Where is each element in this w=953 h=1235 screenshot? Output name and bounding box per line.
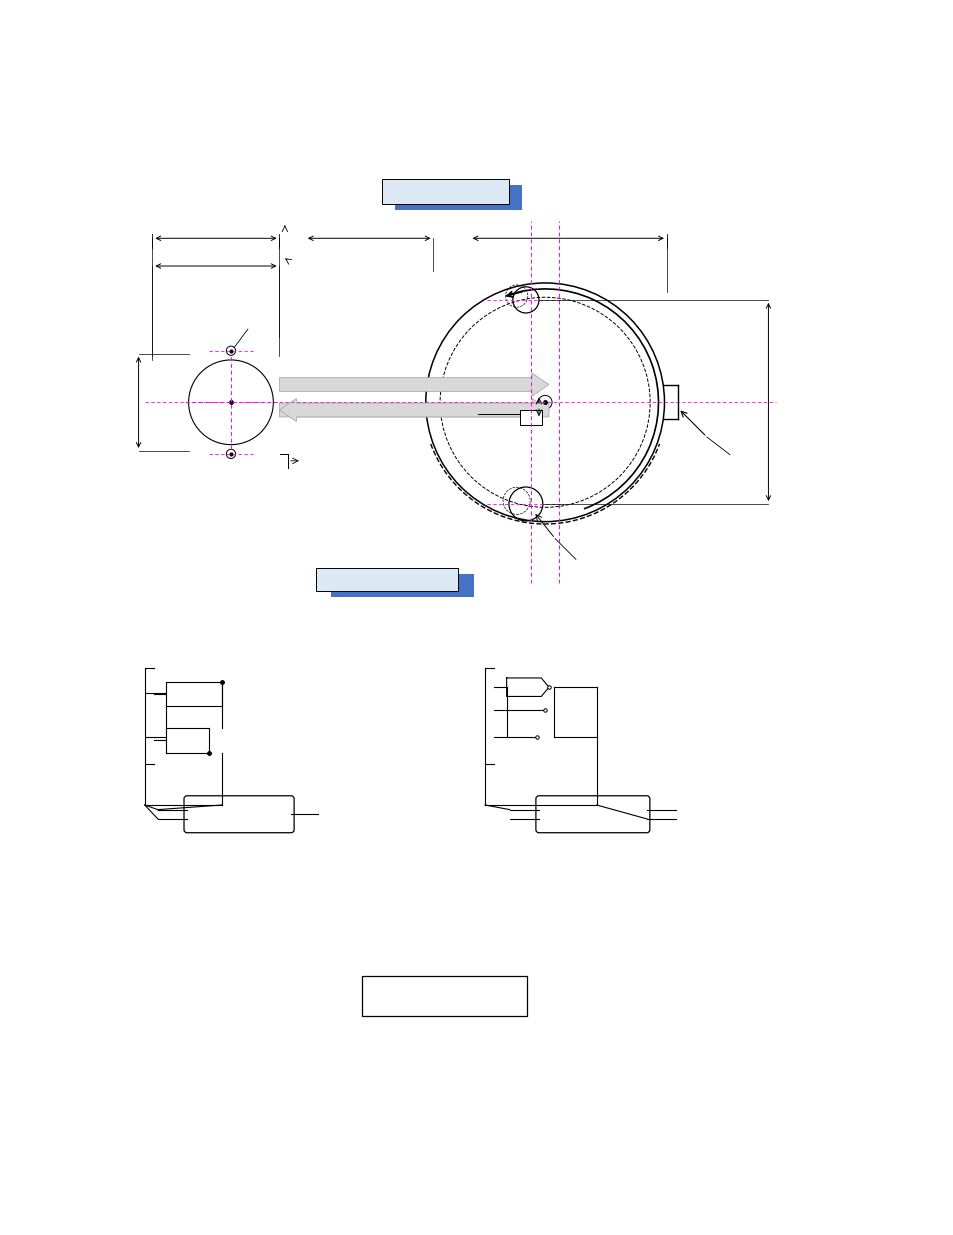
Bar: [520, 410, 541, 425]
Bar: [331, 574, 473, 597]
FancyBboxPatch shape: [184, 795, 294, 832]
Bar: [315, 568, 457, 592]
FancyBboxPatch shape: [536, 795, 649, 832]
Bar: [395, 185, 521, 210]
FancyArrow shape: [279, 399, 548, 421]
Bar: [381, 179, 508, 204]
FancyArrow shape: [279, 399, 548, 421]
Bar: [361, 976, 527, 1016]
FancyArrow shape: [279, 373, 548, 396]
